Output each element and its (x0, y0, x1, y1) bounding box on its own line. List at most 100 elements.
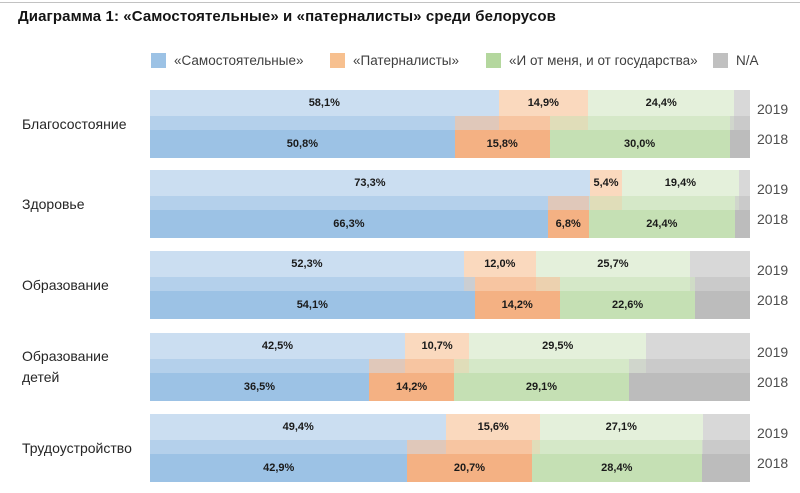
top-divider (0, 2, 800, 3)
legend-swatch (151, 52, 166, 68)
bar-segment: 22,6% (559, 291, 696, 319)
bar-group: 58,1% 14,9% 24,4% 50,8% 15,8% 30,0% (150, 90, 750, 158)
bar-overlap-strip (150, 277, 750, 291)
bar-overlap-segment (454, 116, 499, 130)
bar-segment: 29,1% (454, 373, 629, 401)
bar-group: 49,4% 15,6% 27,1% 42,9% 20,7% 28,4% (150, 414, 750, 482)
bar-segment (702, 414, 750, 440)
category-label: Образование (22, 276, 109, 293)
bar-row-2018: 54,1% 14,2% 22,6% (150, 291, 750, 319)
bar-overlap-segment (695, 277, 750, 291)
bar-segment: 49,4% (150, 414, 447, 440)
bar-value-label: 29,5% (542, 340, 574, 352)
year-label-2018: 2018 (757, 374, 789, 390)
bar-segment (729, 130, 750, 158)
bar-overlap-segment (547, 196, 589, 210)
bar-overlap-segment (150, 116, 455, 130)
bar-row-2018: 50,8% 15,8% 30,0% (150, 130, 750, 158)
bar-overlap-segment (738, 196, 750, 210)
bar-segment (701, 454, 750, 482)
year-label-2019: 2019 (757, 262, 789, 278)
bar-overlap-segment (531, 440, 540, 454)
bar-segment: 24,4% (587, 90, 735, 116)
bar-value-label: 58,1% (308, 97, 340, 109)
legend-label: «Патерналисты» (353, 52, 459, 68)
bar-segment (646, 333, 750, 359)
bar-segment: 54,1% (150, 291, 475, 319)
bar-overlap-strip (150, 359, 750, 373)
bar-overlap-segment (369, 359, 405, 373)
bar-segment: 36,5% (150, 373, 369, 401)
bar-segment (628, 373, 750, 401)
bar-value-label: 19,4% (664, 177, 696, 189)
bar-value-label: 30,0% (623, 138, 656, 150)
bar-segment (695, 291, 750, 319)
bar-segment: 15,8% (454, 130, 550, 158)
chart-title: Диаграмма 1: «Самостоятельные» и «патерн… (18, 8, 556, 25)
bar-value-label: 24,4% (645, 97, 677, 109)
legend-swatch (486, 52, 501, 68)
bar-value-label: 42,9% (263, 462, 295, 474)
bar-segment: 30,0% (549, 130, 730, 158)
bar-value-label: 50,8% (286, 138, 318, 150)
bar-value-label: 15,6% (477, 421, 509, 433)
category-label: Трудоустройство (22, 439, 132, 456)
bar-segment: 10,7% (405, 333, 470, 359)
bar-row-2018: 42,9% 20,7% 28,4% (150, 454, 750, 482)
bar-segment: 14,9% (498, 90, 588, 116)
legend-item: «Самостоятельные» (151, 52, 303, 68)
bar-overlap-segment (549, 116, 588, 130)
bar-segment: 12,0% (463, 251, 536, 277)
bar-row-2018: 36,5% 14,2% 29,1% (150, 373, 750, 401)
bar-row-2018: 66,3% 6,8% 24,4% (150, 210, 750, 238)
bar-value-label: 6,8% (555, 218, 581, 230)
bar-segment: 52,3% (150, 251, 464, 277)
bar-overlap-segment (446, 440, 532, 454)
bar-segment (738, 170, 750, 196)
bar-value-label: 14,2% (395, 381, 428, 393)
legend-item: «Патерналисты» (330, 52, 459, 68)
bar-value-label: 54,1% (296, 299, 328, 311)
bar-overlap-segment (539, 440, 702, 454)
bar-value-label: 20,7% (453, 462, 486, 474)
bar-overlap-segment (589, 196, 623, 210)
bar-overlap-segment (588, 196, 590, 210)
bar-overlap-segment (587, 116, 730, 130)
bar-overlap-segment (150, 277, 464, 291)
legend-item: N/A (713, 52, 759, 68)
legend-item: «И от меня, и от государства» (486, 52, 698, 68)
bar-value-label: 12,0% (484, 258, 516, 270)
year-label-2018: 2018 (757, 455, 789, 471)
bar-segment: 50,8% (150, 130, 455, 158)
legend-label: «И от меня, и от государства» (509, 52, 698, 68)
bar-group: 52,3% 12,0% 25,7% 54,1% 14,2% 22,6% (150, 251, 750, 319)
bar-overlap-segment (734, 196, 739, 210)
bar-value-label: 42,5% (261, 340, 294, 352)
bar-value-label: 66,3% (333, 218, 365, 230)
bar-overlap-segment (454, 359, 470, 373)
year-label-2019: 2019 (757, 425, 789, 441)
bar-overlap-segment (469, 359, 629, 373)
bar-overlap-strip (150, 440, 750, 454)
bar-value-label: 14,9% (527, 97, 559, 109)
bar-overlap-segment (535, 277, 560, 291)
bar-overlap-segment (150, 196, 548, 210)
bar-segment: 66,3% (150, 210, 548, 238)
bar-segment: 14,2% (369, 373, 455, 401)
year-label-2018: 2018 (757, 131, 789, 147)
bar-segment: 29,5% (469, 333, 647, 359)
bar-segment: 28,4% (531, 454, 702, 482)
bar-segment: 20,7% (407, 454, 532, 482)
bar-overlap-segment (622, 196, 735, 210)
bar-segment: 14,2% (474, 291, 560, 319)
category-label: Образование детей (22, 348, 109, 385)
legend-swatch (330, 52, 345, 68)
bar-segment: 5,4% (589, 170, 623, 196)
category-label: Здоровье (22, 195, 85, 212)
bar-segment: 73,3% (150, 170, 590, 196)
bar-segment: 27,1% (539, 414, 703, 440)
year-label-2018: 2018 (757, 292, 789, 308)
bar-value-label: 14,2% (501, 299, 533, 311)
bar-overlap-segment (405, 359, 455, 373)
bar-row-2019: 42,5% 10,7% 29,5% (150, 333, 750, 359)
